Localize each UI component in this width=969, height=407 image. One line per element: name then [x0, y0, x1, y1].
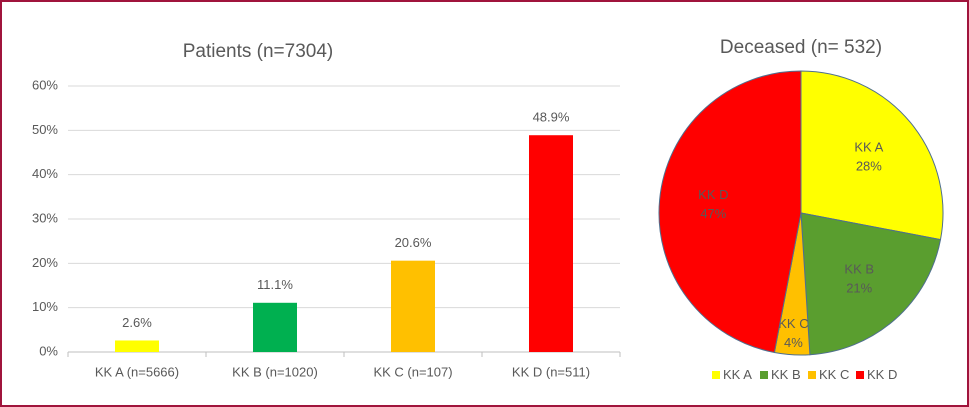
data-label: 20.6% [395, 235, 432, 250]
x-tick-label: KK C (n=107) [373, 364, 452, 379]
slice-category: KK B [844, 261, 874, 276]
slice-label: 21% [846, 280, 872, 295]
bar-title: Patients (n=7304) [183, 41, 334, 62]
y-tick-label: 40% [32, 166, 58, 181]
x-tick-label: KK D (n=511) [512, 364, 590, 379]
data-label: 2.6% [122, 315, 152, 330]
legend-label: KK D [867, 367, 897, 382]
legend-swatch [760, 371, 768, 379]
legend-label: KK C [819, 367, 849, 382]
pie-title: Deceased (n= 532) [720, 37, 882, 58]
legend-swatch [856, 371, 864, 379]
bar [253, 302, 297, 352]
legend-swatch [712, 371, 720, 379]
pie-slice [800, 70, 944, 241]
y-tick-label: 30% [32, 210, 58, 225]
bar [391, 260, 435, 352]
slice-label: 28% [856, 158, 882, 173]
bar [529, 135, 573, 352]
slice-label: 47% [700, 206, 726, 221]
x-tick-label: KK B (n=1020) [232, 364, 318, 379]
pie-slice [658, 70, 802, 354]
pie-slice [800, 212, 942, 356]
legend-label: KK A [723, 367, 752, 382]
slice-category: KK D [698, 187, 728, 202]
slice-category: KK A [854, 139, 883, 154]
y-tick-label: 10% [32, 299, 58, 314]
bar [115, 340, 159, 352]
y-tick-label: 0% [39, 343, 58, 358]
legend-label: KK B [771, 367, 801, 382]
data-label: 11.1% [257, 277, 293, 292]
y-tick-label: 20% [32, 255, 58, 270]
legend-swatch [808, 371, 816, 379]
slice-category: KK C [778, 316, 808, 331]
x-tick-label: KK A (n=5666) [95, 364, 179, 379]
y-tick-label: 60% [32, 77, 58, 92]
slice-label: 4% [784, 335, 803, 350]
y-tick-label: 50% [32, 122, 58, 137]
data-label: 48.9% [533, 110, 570, 125]
